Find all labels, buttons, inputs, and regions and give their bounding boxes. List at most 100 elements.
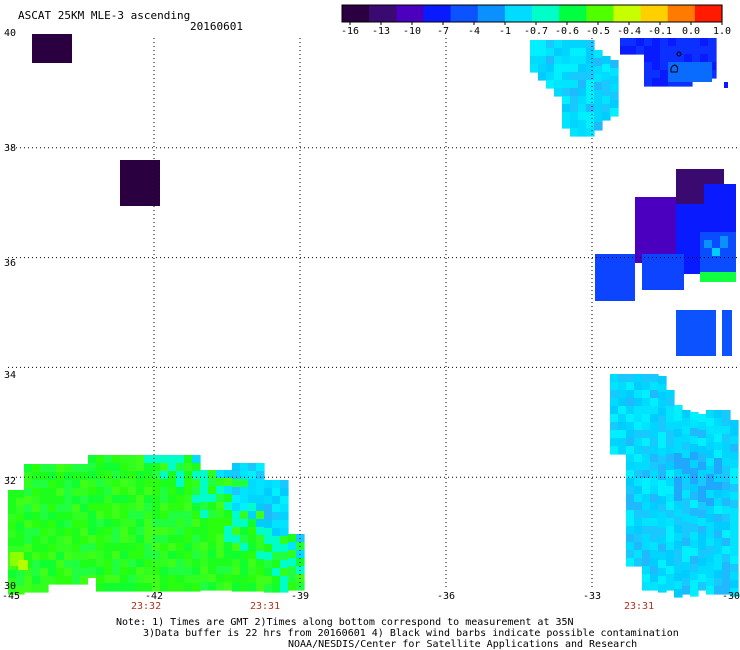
data-cell bbox=[722, 418, 731, 427]
data-cell bbox=[698, 446, 707, 455]
data-cell bbox=[208, 518, 217, 527]
data-cell bbox=[642, 382, 651, 391]
data-cell bbox=[72, 504, 81, 513]
data-cell bbox=[642, 486, 651, 495]
colorbar-swatch bbox=[667, 5, 696, 22]
colorbar-label: -0.6 bbox=[555, 26, 580, 37]
data-cell bbox=[690, 468, 699, 477]
data-cell bbox=[626, 462, 635, 471]
data-cell bbox=[96, 567, 105, 576]
data-cell bbox=[668, 62, 677, 71]
data-cell bbox=[676, 169, 724, 204]
data-cell bbox=[8, 554, 17, 563]
data-cell bbox=[40, 536, 49, 545]
data-cell bbox=[144, 535, 153, 544]
data-cell bbox=[650, 438, 659, 447]
data-cell bbox=[272, 504, 281, 513]
data-cell bbox=[88, 463, 97, 472]
data-cell bbox=[722, 538, 731, 547]
data-cell bbox=[184, 575, 193, 584]
data-cell bbox=[650, 470, 659, 479]
data-cell bbox=[136, 567, 145, 576]
data-cell bbox=[722, 530, 731, 539]
data-cell bbox=[256, 575, 265, 584]
data-cell bbox=[690, 492, 699, 501]
data-cell bbox=[80, 544, 89, 553]
data-cell bbox=[176, 471, 185, 480]
data-cell bbox=[112, 479, 121, 488]
data-cell bbox=[144, 567, 153, 576]
map-title: ASCAT 25KM MLE-3 ascending bbox=[18, 9, 191, 22]
longitude-label: -36 bbox=[437, 591, 456, 602]
data-cell bbox=[554, 56, 563, 65]
data-cell bbox=[698, 574, 707, 583]
data-cell bbox=[16, 514, 25, 523]
data-cell bbox=[192, 527, 201, 536]
data-cell bbox=[232, 543, 241, 552]
data-cell bbox=[256, 583, 265, 592]
data-cell bbox=[104, 503, 113, 512]
data-cell bbox=[96, 543, 105, 552]
data-cell bbox=[32, 34, 72, 63]
data-cell bbox=[642, 494, 651, 503]
data-cell bbox=[634, 534, 643, 543]
data-cell bbox=[240, 583, 249, 592]
data-cell bbox=[698, 470, 707, 479]
data-cell bbox=[570, 64, 579, 73]
data-cell bbox=[184, 519, 193, 528]
data-cell bbox=[658, 576, 667, 585]
data-cell bbox=[626, 454, 635, 463]
data-cell bbox=[586, 128, 595, 137]
data-cell bbox=[570, 112, 579, 121]
data-cell bbox=[698, 430, 707, 439]
data-cell bbox=[642, 454, 651, 463]
data-cell bbox=[80, 576, 89, 585]
data-cell bbox=[40, 472, 49, 481]
data-cell bbox=[32, 560, 41, 569]
data-cell bbox=[224, 550, 233, 559]
data-cell bbox=[192, 463, 201, 472]
data-cell bbox=[152, 511, 161, 520]
data-cell bbox=[104, 543, 113, 552]
data-cell bbox=[642, 558, 651, 567]
data-cell bbox=[296, 566, 305, 575]
data-cell bbox=[208, 558, 217, 567]
data-cell bbox=[48, 496, 57, 505]
data-cell bbox=[272, 560, 281, 569]
data-cell bbox=[538, 64, 547, 73]
data-cell bbox=[264, 560, 273, 569]
data-cell bbox=[184, 511, 193, 520]
data-cell bbox=[120, 471, 129, 480]
data-cell bbox=[692, 62, 701, 71]
data-cell bbox=[120, 160, 160, 206]
data-cell bbox=[168, 487, 177, 496]
data-cell bbox=[610, 406, 619, 415]
data-cell bbox=[128, 503, 137, 512]
data-cell bbox=[666, 422, 675, 431]
data-cell bbox=[8, 522, 17, 531]
data-cell bbox=[24, 536, 33, 545]
data-cell bbox=[248, 543, 257, 552]
data-cell bbox=[714, 570, 723, 579]
data-cell bbox=[626, 526, 635, 535]
data-cell bbox=[594, 58, 603, 67]
data-cell bbox=[594, 98, 603, 107]
data-cell bbox=[88, 455, 97, 464]
data-cell bbox=[120, 583, 129, 592]
data-cell bbox=[658, 512, 667, 521]
data-cell bbox=[594, 50, 603, 59]
data-cell bbox=[192, 575, 201, 584]
data-cell bbox=[704, 240, 712, 248]
data-cell bbox=[104, 471, 113, 480]
data-cell bbox=[56, 472, 65, 481]
data-cell bbox=[288, 574, 297, 583]
data-cell bbox=[32, 568, 41, 577]
data-cell bbox=[676, 310, 716, 356]
data-cell bbox=[152, 455, 161, 464]
data-cell bbox=[698, 582, 707, 591]
data-cell bbox=[594, 90, 603, 99]
data-cell bbox=[272, 552, 281, 561]
longitude-label: -42 bbox=[145, 591, 164, 602]
data-cell bbox=[216, 494, 225, 503]
data-cell bbox=[280, 552, 289, 561]
